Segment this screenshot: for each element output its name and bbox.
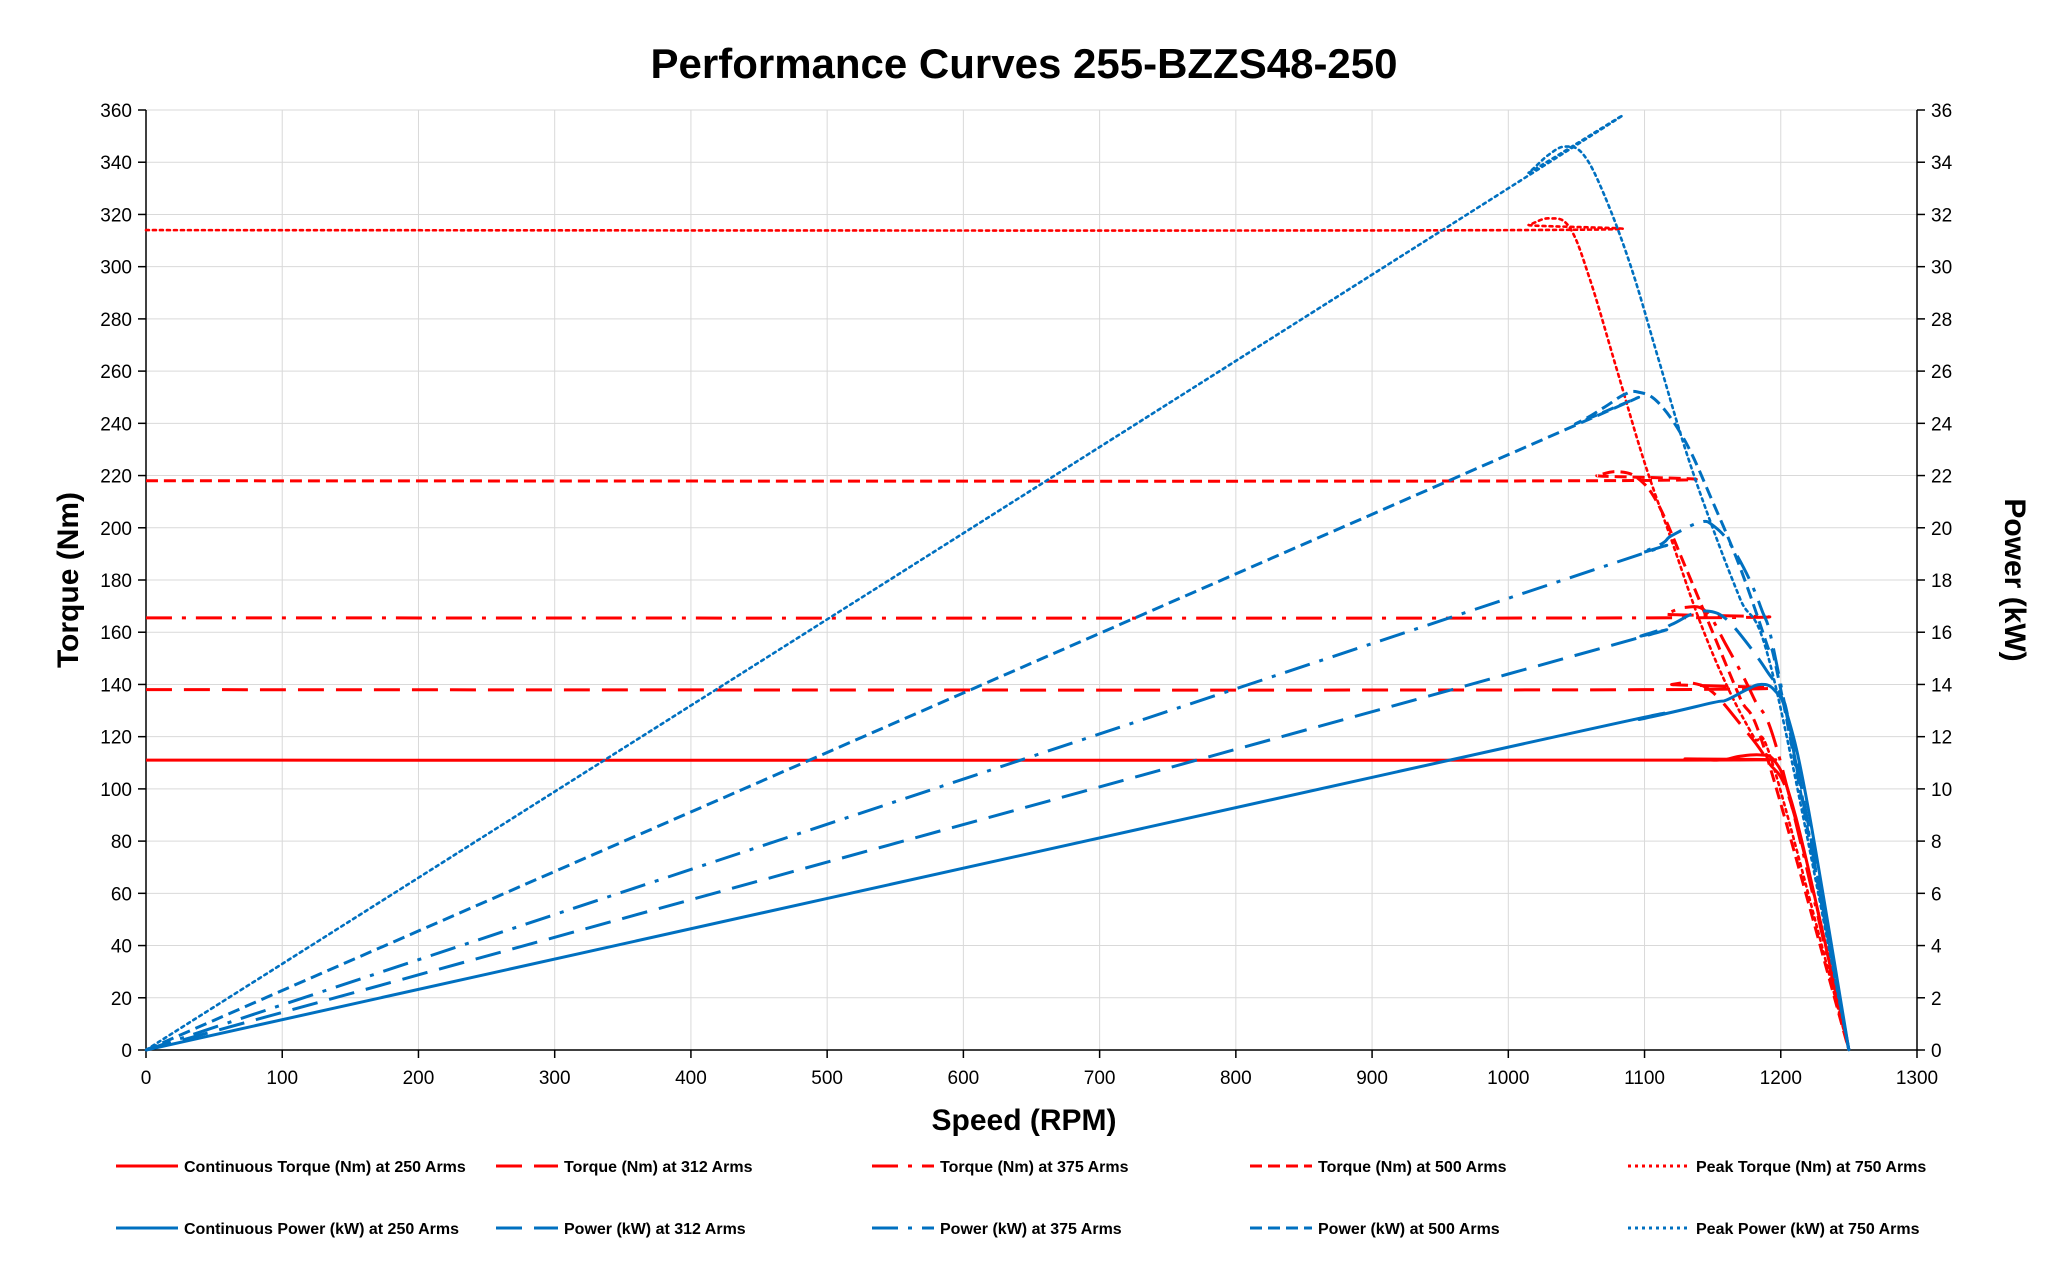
y2-tick-label: 14 (1931, 675, 1953, 696)
x-tick-label: 200 (403, 1068, 435, 1089)
series-line-8 (145, 389, 1851, 1052)
y2-tick-label: 12 (1931, 728, 1952, 749)
y2-tick-label: 32 (1931, 205, 1952, 226)
legend-label-2: Torque (Nm) at 375 Arms (940, 1159, 1129, 1176)
y2-tick-label: 26 (1931, 362, 1952, 383)
legend: Continuous Torque (Nm) at 250 Arms Torque… (116, 1159, 1926, 1238)
legend-label-7: Power (kW) at 375 Arms (940, 1221, 1122, 1238)
series-line-4 (144, 217, 1851, 1052)
y2-tick-label: 4 (1931, 937, 1942, 958)
y-tick-label: 20 (111, 989, 132, 1010)
y2-tick-label: 6 (1931, 884, 1942, 905)
y-tick-label: 240 (100, 414, 132, 435)
y2-tick-label: 0 (1931, 1041, 1942, 1062)
x-tick-label: 700 (1084, 1068, 1116, 1089)
x-tick-label: 600 (948, 1068, 980, 1089)
y2-tick-label: 16 (1931, 623, 1952, 644)
legend-label-1: Torque (Nm) at 312 Arms (564, 1159, 753, 1176)
y-tick-label: 300 (100, 258, 132, 279)
legend-label-6: Power (kW) at 312 Arms (564, 1221, 746, 1238)
x-tick-label: 1000 (1487, 1068, 1529, 1089)
x-tick-label: 500 (811, 1068, 843, 1089)
y-tick-label: 280 (100, 310, 132, 331)
y-tick-label: 80 (111, 832, 132, 853)
x-tick-label: 1200 (1760, 1068, 1802, 1089)
y-tick-label: 200 (100, 519, 132, 540)
y2-tick-label: 34 (1931, 153, 1953, 174)
y-axis-title: Torque (Nm) (52, 492, 85, 668)
x-tick-label: 1100 (1624, 1068, 1665, 1089)
y2-tick-label: 20 (1931, 519, 1952, 540)
y-tick-label: 180 (100, 571, 132, 592)
y-tick-label: 260 (100, 362, 132, 383)
x-tick-label: 0 (141, 1068, 152, 1089)
legend-label-4: Peak Torque (Nm) at 750 Arms (1696, 1159, 1926, 1176)
x-tick-label: 300 (539, 1068, 571, 1089)
series-line-1 (145, 681, 1851, 1051)
y2-tick-label: 18 (1931, 571, 1952, 592)
legend-label-5: Continuous Power (kW) at 250 Arms (184, 1221, 459, 1238)
x-tick-label: 900 (1356, 1068, 1388, 1089)
series-line-2 (145, 605, 1851, 1051)
y-tick-label: 100 (100, 780, 132, 801)
chart-title: Performance Curves 255-BZZS48-250 (650, 40, 1397, 87)
series-lines (144, 114, 1851, 1052)
y-tick-label: 60 (111, 884, 132, 905)
y2-tick-label: 2 (1931, 989, 1942, 1010)
y2-axis-title: Power (kW) (1998, 498, 2031, 661)
axes: 0 100 200 300 400 500 600 700 800 900 1000 1100 1200… (100, 101, 1952, 1089)
y-tick-label: 0 (121, 1041, 132, 1062)
y-tick-label: 340 (100, 153, 132, 174)
series-line-7 (145, 519, 1851, 1052)
x-tick-label: 400 (675, 1068, 707, 1089)
legend-label-8: Power (kW) at 500 Arms (1318, 1221, 1500, 1238)
series-line-9 (144, 114, 1851, 1052)
y-tick-label: 220 (100, 467, 132, 488)
y2-tick-label: 24 (1931, 414, 1953, 435)
x-tick-label: 1300 (1896, 1068, 1938, 1089)
y-tick-label: 40 (111, 937, 132, 958)
y2-tick-label: 28 (1931, 310, 1952, 331)
x-tick-label: 100 (266, 1068, 298, 1089)
x-axis-title: Speed (RPM) (931, 1104, 1116, 1137)
y2-tick-label: 36 (1931, 101, 1952, 122)
x-tick-label: 800 (1220, 1068, 1252, 1089)
series-line-3 (145, 470, 1851, 1051)
y-tick-label: 140 (100, 675, 132, 696)
y2-tick-label: 30 (1931, 258, 1952, 279)
y-tick-label: 320 (100, 205, 132, 226)
y2-tick-label: 8 (1931, 832, 1942, 853)
legend-label-9: Peak Power (kW) at 750 Arms (1696, 1221, 1920, 1238)
y-tick-label: 160 (100, 623, 132, 644)
y2-tick-label: 22 (1931, 467, 1952, 488)
legend-label-3: Torque (Nm) at 500 Arms (1318, 1159, 1507, 1176)
legend-label-0: Continuous Torque (Nm) at 250 Arms (184, 1159, 466, 1176)
y2-tick-label: 10 (1931, 780, 1952, 801)
y-tick-label: 120 (100, 728, 132, 749)
y-tick-label: 360 (100, 101, 132, 122)
